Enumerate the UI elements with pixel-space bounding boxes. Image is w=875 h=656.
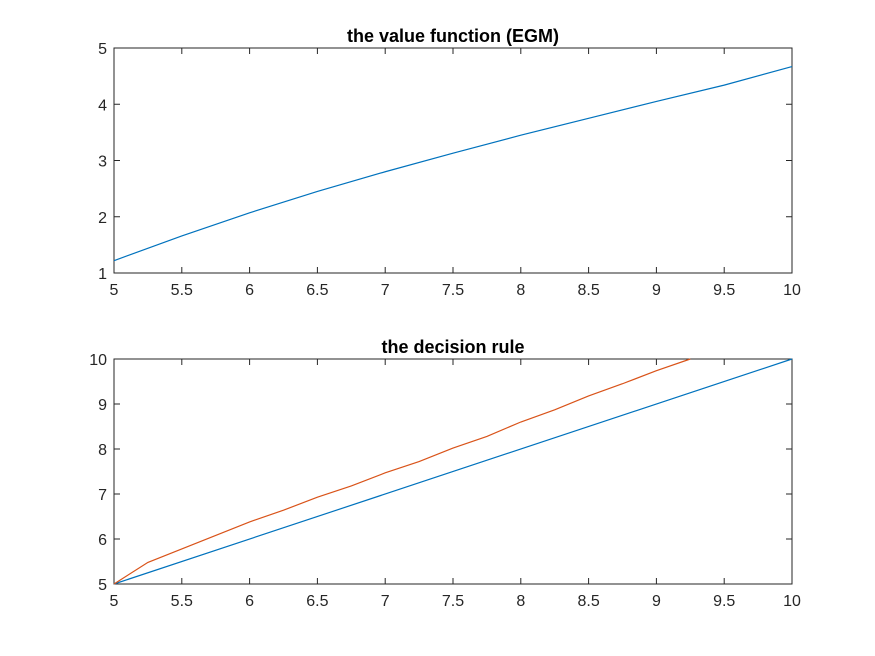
x-tick-label: 8.5 [577,282,599,299]
x-tick-label: 6.5 [306,593,328,610]
x-tick-label: 7 [381,593,390,610]
x-tick-label: 9.5 [713,593,735,610]
y-tick-label: 3 [98,154,107,171]
series-line-0 [113,358,793,585]
y-tick-label: 9 [98,397,107,414]
x-tick-label: 6 [245,282,254,299]
x-tick-label: 8.5 [577,593,599,610]
x-tick-label: 8 [516,593,525,610]
y-tick-label: 5 [98,577,107,594]
y-tick-label: 6 [98,532,107,549]
x-tick-label: 7 [381,282,390,299]
x-tick-label: 5 [110,593,119,610]
x-tick-label: 7.5 [442,282,464,299]
x-tick-label: 8 [516,282,525,299]
y-tick-label: 2 [98,210,107,227]
y-tick-label: 7 [98,487,107,504]
x-tick-label: 9 [652,282,661,299]
x-tick-label: 10 [783,282,801,299]
series-line-0 [113,65,793,262]
y-tick-label: 1 [98,266,107,283]
x-tick-label: 5 [110,282,119,299]
x-tick-label: 6 [245,593,254,610]
x-tick-label: 9 [652,593,661,610]
chart-title: the value function (EGM) [347,26,559,46]
series-line-1 [113,358,691,585]
x-tick-label: 9.5 [713,282,735,299]
decision-rule-subplot: the decision rule 5 5.5 6 6.5 7 7.5 8 8.5 9 9.5 10 5… [89,337,801,610]
y-tick-label: 10 [89,352,107,369]
value-function-subplot: the value function (EGM) 5 5.5 6 6.5 7 7.5 8 8.5… [98,26,801,299]
x-tick-label: 6.5 [306,282,328,299]
x-tick-label: 10 [783,593,801,610]
x-tick-label: 5.5 [171,282,193,299]
axes-box [113,47,793,274]
y-tick-label: 8 [98,442,107,459]
x-tick-label: 7.5 [442,593,464,610]
x-tick-label: 5.5 [171,593,193,610]
y-tick-label: 4 [98,97,107,114]
chart-title: the decision rule [381,337,524,357]
y-tick-label: 5 [98,41,107,58]
